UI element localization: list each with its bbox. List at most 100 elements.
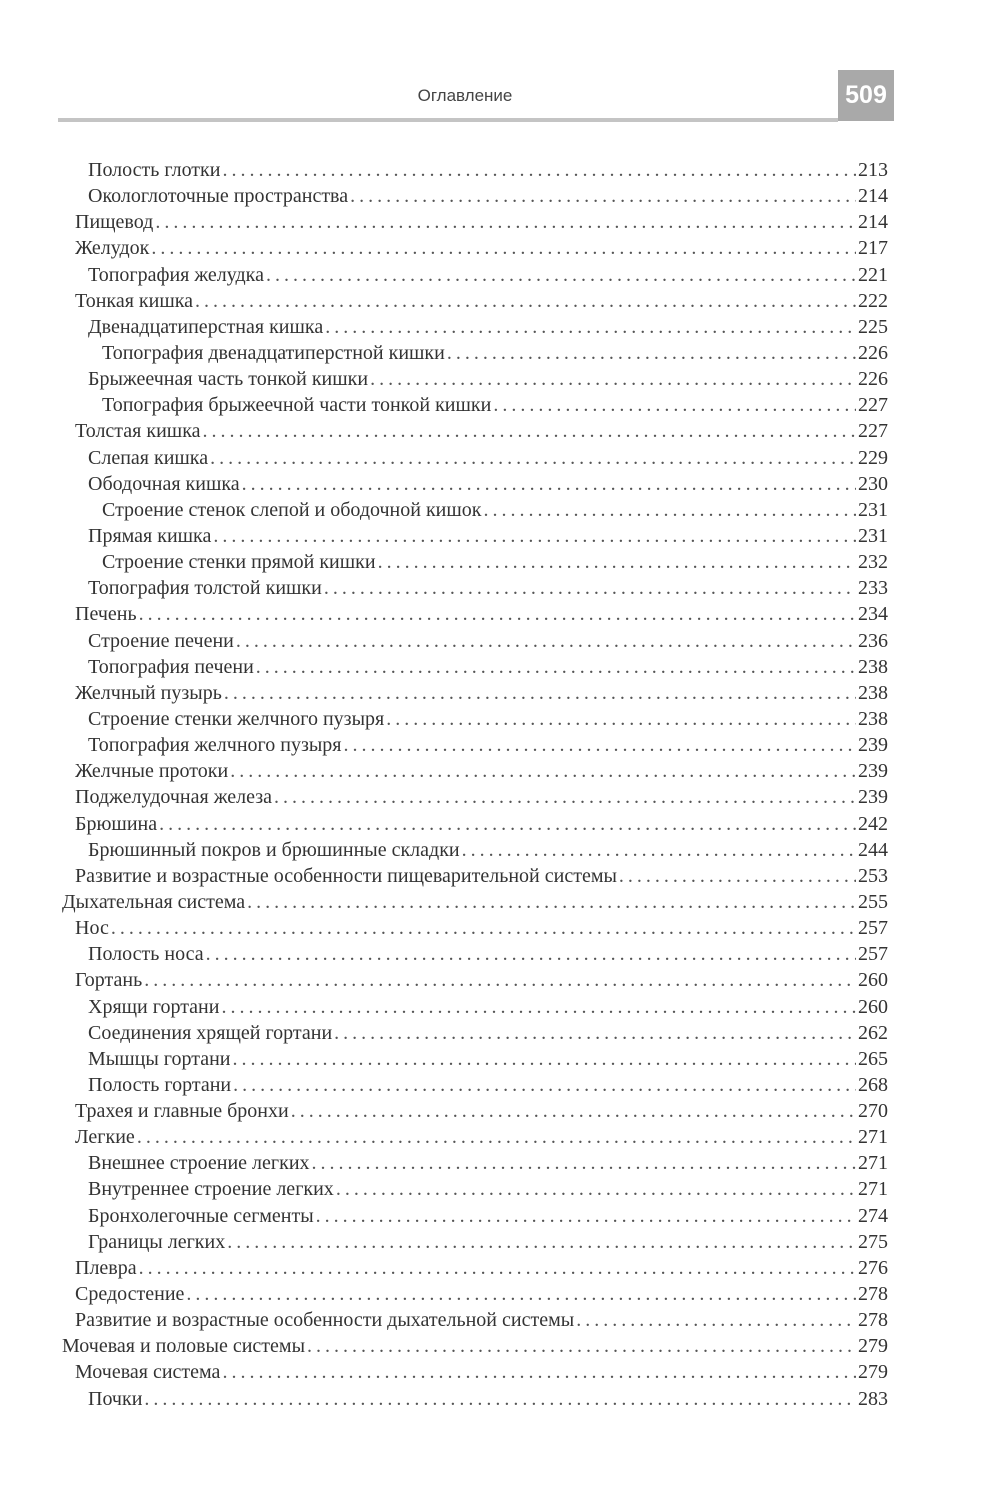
toc-entry[interactable]: Топография толстой кишки 233 bbox=[0, 575, 888, 601]
dot-leader bbox=[324, 575, 856, 601]
dot-leader bbox=[370, 366, 856, 392]
dot-leader bbox=[222, 157, 856, 183]
toc-entry[interactable]: Развитие и возрастные особенности дыхате… bbox=[0, 1307, 888, 1333]
toc-entry[interactable]: Желчные протоки 239 bbox=[0, 758, 888, 784]
toc-entry-title: Внешнее строение легких bbox=[88, 1152, 310, 1175]
toc-entry-page: 278 bbox=[858, 1283, 888, 1306]
toc-entry-page: 231 bbox=[858, 524, 888, 547]
toc-entry[interactable]: Брюшина 242 bbox=[0, 811, 888, 837]
dot-leader bbox=[186, 1281, 856, 1307]
toc-entry[interactable]: Желчный пузырь 238 bbox=[0, 680, 888, 706]
toc-entry-page: 225 bbox=[858, 315, 888, 338]
toc-entry[interactable]: Топография печени 238 bbox=[0, 654, 888, 680]
toc-entry-title: Строение стенок слепой и ободочной кишок bbox=[102, 498, 482, 521]
toc-entry-title: Слепая кишка bbox=[88, 446, 209, 469]
toc-entry[interactable]: Мочевая и половые системы 279 bbox=[0, 1333, 888, 1359]
toc-entry[interactable]: Бронхолегочные сегменты 274 bbox=[0, 1203, 888, 1229]
toc-entry[interactable]: Топография брыжеечной части тонкой кишки… bbox=[0, 392, 888, 418]
toc-entry-title: Хрящи гортани bbox=[88, 995, 220, 1018]
toc-entry[interactable]: Поджелудочная железа 239 bbox=[0, 784, 888, 810]
toc-entry[interactable]: Легкие 271 bbox=[0, 1124, 888, 1150]
toc-entry[interactable]: Мочевая система 279 bbox=[0, 1359, 888, 1385]
dot-leader bbox=[144, 967, 856, 993]
toc-entry-page: 242 bbox=[858, 812, 888, 835]
toc-entry[interactable]: Топография двенадцатиперстной кишки 226 bbox=[0, 340, 888, 366]
toc-entry[interactable]: Дыхательная система 255 bbox=[0, 889, 888, 915]
toc-entry-title: Границы легких bbox=[88, 1230, 226, 1253]
toc-entry[interactable]: Печень 234 bbox=[0, 601, 888, 627]
toc-entry-title: Развитие и возрастные особенности дыхате… bbox=[75, 1309, 575, 1332]
toc-entry-title: Топография двенадцатиперстной кишки bbox=[102, 341, 445, 364]
toc-entry-title: Бронхолегочные сегменты bbox=[88, 1204, 314, 1227]
toc-entry[interactable]: Строение стенок слепой и ободочной кишок… bbox=[0, 497, 888, 523]
toc-entry[interactable]: Тонкая кишка 222 bbox=[0, 288, 888, 314]
toc-entry[interactable]: Строение стенки прямой кишки 232 bbox=[0, 549, 888, 575]
toc-entry-page: 221 bbox=[858, 263, 888, 286]
toc-entry-page: 236 bbox=[858, 629, 888, 652]
toc-entry-page: 271 bbox=[858, 1152, 888, 1175]
toc-entry[interactable]: Полость гортани 268 bbox=[0, 1072, 888, 1098]
toc-entry[interactable]: Двенадцатиперстная кишка 225 bbox=[0, 314, 888, 340]
dot-leader bbox=[233, 1072, 856, 1098]
dot-leader bbox=[576, 1307, 856, 1333]
dot-leader bbox=[232, 1046, 856, 1072]
dot-leader bbox=[247, 889, 856, 915]
toc-entry[interactable]: Развитие и возрастные особенности пищева… bbox=[0, 863, 888, 889]
toc-entry[interactable]: Слепая кишка 229 bbox=[0, 445, 888, 471]
dot-leader bbox=[316, 1203, 856, 1229]
toc-entry[interactable]: Хрящи гортани 260 bbox=[0, 994, 888, 1020]
toc-entry[interactable]: Трахея и главные бронхи 270 bbox=[0, 1098, 888, 1124]
toc-entry-title: Ободочная кишка bbox=[88, 472, 240, 495]
toc-entry-page: 230 bbox=[858, 472, 888, 495]
toc-entry[interactable]: Желудок 217 bbox=[0, 235, 888, 261]
toc-entry-title: Двенадцатиперстная кишка bbox=[88, 315, 324, 338]
toc-entry[interactable]: Внутреннее строение легких 271 bbox=[0, 1176, 888, 1202]
toc-entry-page: 265 bbox=[858, 1047, 888, 1070]
toc-entry[interactable]: Полость глотки 213 bbox=[0, 157, 888, 183]
toc-entry[interactable]: Плевра 276 bbox=[0, 1255, 888, 1281]
toc-entry[interactable]: Соединения хрящей гортани 262 bbox=[0, 1020, 888, 1046]
toc-entry[interactable]: Мышцы гортани 265 bbox=[0, 1046, 888, 1072]
toc-entry[interactable]: Нос 257 bbox=[0, 915, 888, 941]
toc-entry[interactable]: Гортань 260 bbox=[0, 967, 888, 993]
toc-entry-page: 227 bbox=[858, 394, 888, 417]
dot-leader bbox=[144, 1386, 856, 1412]
toc-entry[interactable]: Брюшинный покров и брюшинные складки 244 bbox=[0, 837, 888, 863]
toc-entry[interactable]: Почки 283 bbox=[0, 1386, 888, 1412]
toc-entry-page: 226 bbox=[858, 341, 888, 364]
dot-leader bbox=[139, 601, 856, 627]
toc-entry-title: Топография брыжеечной части тонкой кишки bbox=[102, 394, 492, 417]
toc-entry-page: 253 bbox=[858, 864, 888, 887]
toc-entry-title: Соединения хрящей гортани bbox=[88, 1021, 333, 1044]
toc-entry-page: 214 bbox=[858, 211, 888, 234]
toc-entry-title: Брюшина bbox=[75, 812, 158, 835]
toc-entry-page: 278 bbox=[858, 1309, 888, 1332]
toc-entry[interactable]: Ободочная кишка 230 bbox=[0, 471, 888, 497]
toc-entry[interactable]: Брыжеечная часть тонкой кишки 226 bbox=[0, 366, 888, 392]
toc-entry-page: 238 bbox=[858, 707, 888, 730]
toc-entry-page: 260 bbox=[858, 969, 888, 992]
toc-entry[interactable]: Толстая кишка 227 bbox=[0, 418, 888, 444]
toc-entry-title: Желудок bbox=[75, 237, 150, 260]
toc-entry-title: Полость гортани bbox=[88, 1073, 232, 1096]
toc-entry-page: 262 bbox=[858, 1021, 888, 1044]
toc-entry[interactable]: Строение стенки желчного пузыря 238 bbox=[0, 706, 888, 732]
toc-entry[interactable]: Границы легких 275 bbox=[0, 1229, 888, 1255]
toc-entry[interactable]: Окологлоточные пространства 214 bbox=[0, 183, 888, 209]
dot-leader bbox=[221, 994, 856, 1020]
toc-entry-page: 255 bbox=[858, 890, 888, 913]
toc-entry[interactable]: Полость носа 257 bbox=[0, 941, 888, 967]
table-of-contents: Полость глотки213Окологлоточные простран… bbox=[0, 157, 888, 1412]
toc-entry[interactable]: Топография желудка 221 bbox=[0, 262, 888, 288]
toc-entry-page: 279 bbox=[858, 1361, 888, 1384]
toc-entry-title: Полость глотки bbox=[88, 159, 221, 181]
toc-entry[interactable]: Прямая кишка 231 bbox=[0, 523, 888, 549]
toc-entry-title: Окологлоточные пространства bbox=[88, 185, 349, 208]
toc-entry[interactable]: Средостение 278 bbox=[0, 1281, 888, 1307]
running-header-title: Оглавление bbox=[417, 86, 513, 105]
toc-entry-title: Желчный пузырь bbox=[75, 681, 222, 704]
toc-entry[interactable]: Внешнее строение легких 271 bbox=[0, 1150, 888, 1176]
toc-entry[interactable]: Топография желчного пузыря 239 bbox=[0, 732, 888, 758]
toc-entry[interactable]: Пищевод 214 bbox=[0, 209, 888, 235]
toc-entry[interactable]: Строение печени 236 bbox=[0, 628, 888, 654]
